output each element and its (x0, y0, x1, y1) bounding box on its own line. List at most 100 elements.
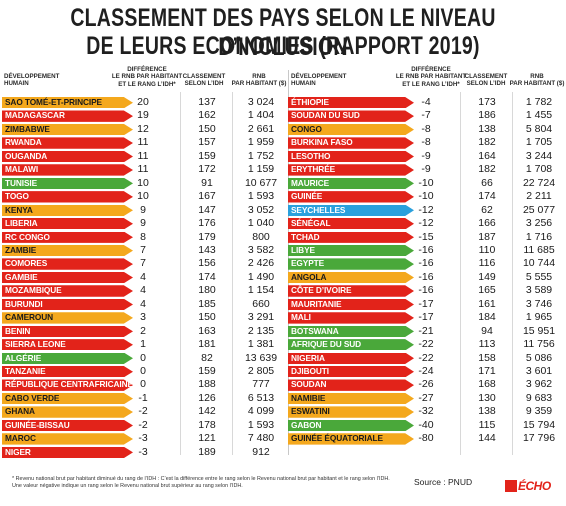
gni-value: 1 593 (247, 418, 275, 431)
country-bar-shape (288, 244, 414, 257)
country-bar-shape (288, 164, 414, 176)
diff-value: -17 (418, 297, 434, 310)
country-bar-shape (2, 97, 133, 109)
hdi-rank-value: 62 (481, 203, 493, 216)
table-row: SÉNÉGAL -12 166 3 256 (288, 217, 566, 230)
diff-value: -3 (138, 445, 148, 458)
table-row: SOUDAN DU SUD -7 186 1 455 (288, 109, 566, 122)
country-bar-shape (288, 137, 414, 149)
country-bar-shape (2, 110, 133, 122)
hdi-rank-value: 173 (478, 96, 496, 108)
country-bar: GUINÉE (288, 191, 414, 203)
diff-value: 3 (140, 311, 146, 324)
diff-value: 11 (137, 136, 149, 149)
hdi-rank-value: 144 (478, 432, 496, 445)
table-row: TUNISIE 10 91 10 677 (2, 177, 288, 190)
gni-value: 5 086 (525, 351, 553, 364)
table-row: SIERRA LEONE 1 181 1 381 (2, 338, 288, 351)
country-bar-shape (288, 298, 414, 311)
column-divider (512, 92, 513, 455)
gni-value: 3 052 (247, 203, 275, 216)
table-row: MALI -17 184 1 965 (288, 311, 566, 324)
hdi-rank-value: 162 (198, 109, 216, 122)
table-row: ÉTHIOPIE -4 173 1 782 (288, 96, 566, 109)
hdi-rank-value: 187 (478, 230, 496, 243)
hdi-rank-value: 66 (481, 176, 493, 189)
country-name: MALAWI (5, 164, 39, 175)
country-bar: CONGO (288, 123, 414, 136)
table-row: BOTSWANA -21 94 15 951 (288, 325, 566, 338)
diff-value: 0 (140, 365, 146, 377)
country-bar-shape (288, 285, 414, 297)
country-bar-shape (2, 366, 133, 378)
diff-value: -27 (418, 391, 434, 404)
hdi-rank-value: 161 (478, 297, 496, 310)
gni-value: 6 513 (247, 391, 275, 404)
country-bar: LESOTHO (288, 150, 414, 163)
country-name: KENYA (5, 204, 33, 215)
table-row: MADAGASCAR 19 162 1 404 (2, 109, 288, 122)
gni-value: 3 601 (525, 365, 553, 377)
country-bar-shape (2, 285, 133, 297)
country-name: OUGANDA (5, 150, 48, 161)
gni-value: 1 455 (525, 109, 553, 122)
hdi-rank-value: 143 (198, 243, 216, 256)
country-bar-shape (2, 406, 133, 418)
diff-value: -16 (418, 243, 434, 256)
table-row: DJIBOUTI -24 171 3 601 (288, 365, 566, 378)
table-row: MAURICE -10 66 22 724 (288, 177, 566, 190)
country-bar-shape (288, 231, 414, 243)
table-row: KENYA 9 147 3 052 (2, 204, 288, 217)
diff-value: 20 (137, 96, 149, 108)
gni-value: 10 744 (522, 257, 556, 270)
table-row: LIBERIA 9 176 1 040 (2, 217, 288, 230)
country-name: BURKINA FASO (291, 137, 353, 148)
table-row: BENIN 2 163 2 135 (2, 325, 288, 338)
gni-value: 15 951 (522, 324, 556, 337)
country-bar-shape (2, 204, 133, 216)
hdi-rank-value: 163 (198, 324, 216, 337)
country-bar-shape (288, 123, 414, 136)
hdi-rank-value: 167 (198, 190, 216, 203)
hdi-rank-value: 174 (478, 190, 496, 203)
country-bar: MALI (288, 312, 414, 324)
hdi-rank-value: 182 (478, 163, 496, 176)
gni-value: 1 705 (525, 136, 553, 149)
country-bar-shape (2, 433, 133, 445)
header-country-left: DÉVELOPPEMENT HUMAIN (4, 73, 60, 88)
table-row: NIGER -3 189 912 (2, 446, 288, 459)
diff-value: -16 (418, 257, 434, 270)
country-bar: RC CONGO (2, 231, 133, 243)
diff-value: -22 (418, 338, 434, 351)
country-bar-shape (288, 150, 414, 163)
hdi-rank-value: 113 (478, 338, 496, 351)
diff-value: -10 (418, 176, 434, 189)
gni-value: 1 716 (525, 230, 553, 243)
country-bar-shape (2, 258, 133, 270)
hdi-rank-value: 159 (198, 149, 216, 162)
table-row: AFRIQUE DU SUD -22 113 11 756 (288, 338, 566, 351)
country-bar: LIBYE (288, 244, 414, 257)
gni-value: 1 959 (247, 136, 275, 149)
country-bar: MALAWI (2, 164, 133, 176)
gni-value: 25 077 (522, 203, 556, 216)
header-rnb-right: RNB PAR HABITANT ($) (509, 73, 565, 88)
diff-value: -40 (418, 418, 434, 431)
gni-value: 17 796 (522, 432, 556, 445)
diff-value: -12 (418, 203, 434, 216)
gni-value: 9 683 (525, 391, 553, 404)
table-row: ERYTHRÉE -9 182 1 708 (288, 163, 566, 176)
hdi-rank-value: 110 (478, 243, 496, 256)
diff-value: -17 (418, 311, 434, 324)
country-bar: MOZAMBIQUE (2, 285, 133, 297)
diff-value: -3 (138, 432, 148, 445)
country-name: ERYTHRÉE (291, 164, 336, 175)
table-row: GUINÉE-BISSAU -2 178 1 593 (2, 419, 288, 432)
country-name: TANZANIE (5, 366, 46, 376)
diff-value: -2 (138, 418, 148, 431)
country-bar: NIGER (2, 446, 133, 459)
source-credit: Source : PNUD (414, 477, 473, 487)
country-bar: MAURITANIE (288, 298, 414, 311)
country-name: NAMIBIE (291, 392, 326, 403)
header-rnb-left: RNB PAR HABITANT ($) (231, 73, 287, 88)
